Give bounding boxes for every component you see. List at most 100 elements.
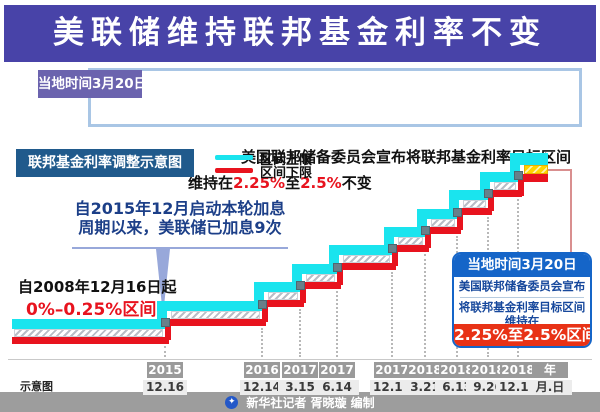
- axis-date-label: 12.14: [240, 380, 284, 395]
- step-joint-marker: [514, 170, 523, 180]
- rate-step-lower-bar: [12, 337, 169, 344]
- rate-step-lower-riser: [518, 174, 524, 196]
- axis-unit-year-label: 年: [532, 362, 568, 378]
- callout-connector-vertical: [570, 169, 572, 254]
- step-joint-marker: [453, 207, 462, 217]
- rate-lower-value: 2.25%: [233, 174, 286, 192]
- rate-step-range-hatch: [431, 218, 455, 227]
- chart-title: 联邦基金利率调整示意图: [16, 149, 194, 177]
- rate-step-lower-riser: [425, 226, 431, 248]
- announcement-line2-prefix: 维持在: [188, 174, 234, 192]
- rate-step-upper-bar: [254, 282, 302, 293]
- axis-year-label: 2018: [500, 362, 536, 378]
- rate-step-lower-riser: [488, 189, 494, 212]
- rate-step-lower-bar: [518, 174, 548, 183]
- rate-step-upper-riser: [384, 237, 394, 247]
- callout-line2: 将联邦基金利率目标区间: [458, 299, 586, 314]
- callout-header: 当地时间3月20日: [454, 254, 590, 277]
- rate-step-upper-riser: [510, 165, 520, 173]
- x-axis-line: [8, 359, 592, 360]
- tick-dotted-line: [424, 254, 426, 357]
- announcement-line2-suffix: 不变: [341, 174, 372, 192]
- announcement-box: 美国联邦储备委员会宣布将联邦基金利率目标区间 维持在2.25%至2.5%不变: [88, 68, 582, 192]
- upper-limit-legend-label: 区间上限: [260, 153, 313, 168]
- rate-step-lower-bar: [457, 208, 492, 216]
- rate-step-upper-bar: [384, 227, 427, 237]
- axis-year-label: 2017: [319, 362, 355, 378]
- rate-step-upper-bar: [157, 300, 264, 311]
- rate-step-upper-riser: [254, 292, 264, 302]
- tick-dotted-line: [261, 327, 263, 357]
- rate-step-lower-bar: [300, 281, 341, 289]
- rate-step-lower-bar: [488, 189, 522, 197]
- rate-step-range-hatch: [14, 329, 163, 337]
- rate-step-upper-bar: [510, 153, 548, 166]
- rate-step-range-hatch: [343, 255, 390, 264]
- hike-annotation-line2: 周期以来，美联储已加息9次: [78, 218, 282, 237]
- xinhua-logo-icon: ✦: [225, 395, 239, 409]
- tick-dotted-line: [299, 309, 301, 357]
- upper-limit-legend-swatch: [215, 155, 253, 160]
- callout-body: 美国联邦储备委员会宣布 将联邦基金利率目标区间 维持在: [454, 277, 590, 328]
- rate-step-upper-bar: [292, 263, 339, 274]
- start-annotation-line1: 自2008年12月16日起: [18, 278, 177, 296]
- step-joint-marker: [258, 299, 267, 309]
- rate-step-upper-riser: [329, 255, 339, 265]
- axis-date-label: 3.15: [278, 380, 322, 395]
- rate-step-upper-bar: [449, 190, 490, 201]
- callout-line1: 美国联邦储备委员会宣布: [458, 279, 586, 293]
- axis-year-label: 2017: [282, 362, 318, 378]
- rate-step-lower-bar: [262, 300, 304, 308]
- callout-divider: [460, 296, 584, 298]
- step-joint-marker: [484, 189, 493, 199]
- step-joint-marker: [333, 262, 342, 272]
- credit-bar: ✦ 新华社记者 胥晓璇 编制: [0, 392, 600, 412]
- callout-rate-range: 2.25%至2.5%区间: [454, 324, 592, 346]
- rate-upper-value: 2.5%: [300, 174, 342, 192]
- announcement-line2-join: 至: [285, 174, 301, 192]
- footnote: 示意图: [20, 380, 53, 393]
- axis-year-label: 2018: [470, 362, 506, 378]
- hike-annotation: 自2015年12月启动本轮加息 周期以来，美联储已加息9次: [60, 199, 300, 237]
- axis-date-label: 6.14: [315, 380, 359, 395]
- callout-connector-horizontal: [548, 169, 572, 171]
- axis-unit-date-label: 月.日: [528, 380, 572, 395]
- tick-dotted-line: [391, 272, 393, 357]
- rate-step-range-hatch: [494, 181, 516, 190]
- start-annotation-line2: 0%–0.25%区间: [26, 300, 157, 320]
- axis-date-label: 12.16: [143, 380, 187, 395]
- credit-text: 新华社记者 胥晓璇 编制: [246, 395, 375, 410]
- step-joint-marker: [296, 281, 305, 291]
- rate-step-upper-bar: [329, 245, 394, 256]
- rate-decision-callout: 当地时间3月20日 美国联邦储备委员会宣布 将联邦基金利率目标区间 维持在 2.…: [452, 252, 592, 348]
- callout-line3: 维持在: [504, 313, 540, 328]
- rate-step-lower-bar: [392, 245, 429, 252]
- rate-step-upper-bar: [417, 208, 459, 219]
- rate-step-range-hatch: [463, 200, 486, 209]
- rate-step-upper-riser: [417, 218, 427, 228]
- step-joint-marker: [388, 244, 397, 254]
- rate-step-lower-riser: [337, 263, 343, 285]
- axis-year-label: 2017: [374, 362, 410, 378]
- rate-step-lower-riser: [457, 208, 463, 230]
- rate-step-lower-bar: [165, 318, 266, 326]
- rate-step-range-hatch: [306, 273, 335, 282]
- hike-annotation-line1: 自2015年12月启动本轮加息: [74, 199, 286, 218]
- rate-step-upper-riser: [449, 200, 459, 210]
- rate-step-lower-riser: [392, 245, 398, 267]
- rate-step-upper-bar: [12, 319, 167, 329]
- step-joint-marker: [161, 318, 170, 327]
- tick-dotted-line: [164, 346, 166, 357]
- announcement-line1: 美国联邦储备委员会宣布将联邦基金利率目标区间: [241, 148, 572, 166]
- current-range-highlight-hatch: [524, 165, 548, 175]
- rate-step-lower-riser: [262, 300, 268, 322]
- announcement-line2: 维持在2.25%至2.5%不变: [188, 172, 372, 193]
- tick-dotted-line: [336, 290, 338, 357]
- rate-step-lower-riser: [300, 281, 306, 304]
- rate-step-range-hatch: [268, 292, 298, 301]
- lower-limit-legend-label: 区间下限: [260, 166, 313, 181]
- rate-step-upper-bar: [480, 171, 520, 182]
- rate-step-range-hatch: [171, 310, 260, 319]
- rate-step-range-hatch: [398, 237, 423, 245]
